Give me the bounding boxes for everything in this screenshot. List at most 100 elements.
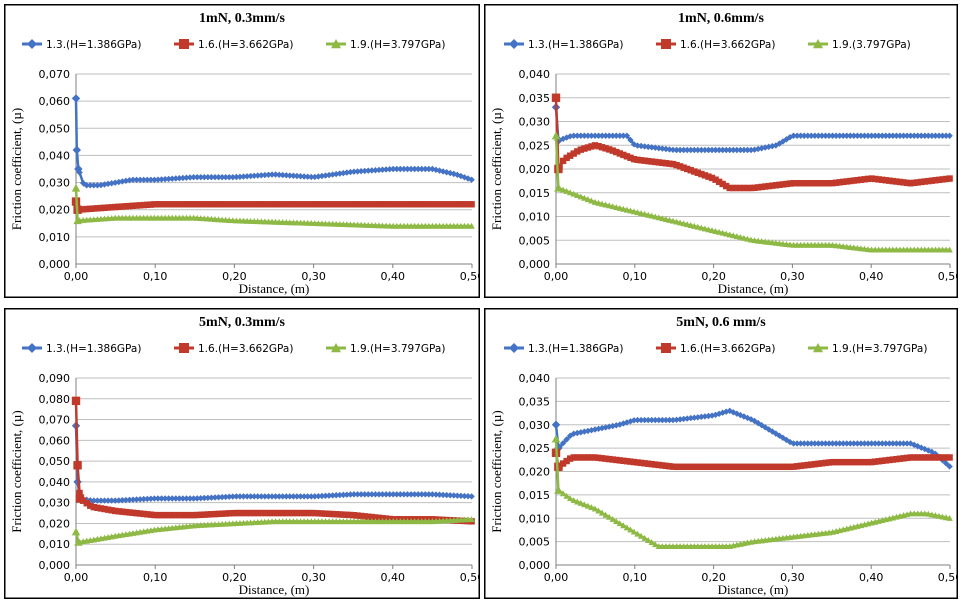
data-point [723, 463, 730, 471]
data-point [793, 463, 801, 470]
data-point [797, 180, 804, 187]
data-point [687, 167, 694, 174]
data-point [907, 454, 914, 461]
data-point [347, 511, 354, 519]
data-point [300, 173, 308, 180]
data-point [158, 511, 165, 519]
data-point [694, 169, 702, 176]
data-point [641, 157, 648, 164]
data-point [740, 463, 748, 471]
data-point [808, 180, 815, 187]
data-point [308, 509, 315, 517]
data-point [708, 227, 716, 234]
data-point [616, 204, 624, 211]
series-3 [71, 516, 475, 546]
data-point [375, 201, 383, 208]
data-point [551, 434, 561, 443]
data-point [365, 513, 372, 520]
data-point [554, 183, 563, 192]
data-point [602, 455, 609, 462]
data-point [186, 174, 194, 181]
data-point [382, 201, 390, 208]
data-point [297, 201, 304, 208]
data-point [914, 179, 921, 186]
data-point [343, 491, 351, 498]
data-point [928, 454, 936, 461]
data-point [797, 132, 804, 139]
data-point [758, 463, 765, 471]
data-point [176, 175, 183, 182]
data-point [361, 513, 368, 520]
data-point [698, 224, 705, 231]
legend-item: 1.9.(H=3.797GPa) [326, 39, 445, 51]
data-point [414, 165, 422, 173]
data-point [361, 491, 368, 498]
data-point [73, 216, 82, 225]
data-point [311, 509, 318, 517]
data-point [744, 184, 751, 192]
chart-svg: 5mN, 0.6 mm/s 1.3.(H=1.386GPa) 1.6.(H=3.66… [484, 308, 958, 599]
data-point [637, 532, 645, 539]
data-point [140, 201, 147, 209]
data-point [712, 146, 719, 154]
data-point [669, 217, 677, 224]
x-tick-label: 0,50 [460, 571, 480, 584]
data-point [83, 182, 90, 189]
data-point [379, 491, 386, 498]
data-point [222, 510, 229, 517]
data-point [918, 178, 925, 186]
data-point [584, 454, 592, 461]
data-point [429, 201, 436, 208]
data-point [598, 144, 606, 151]
data-point [630, 458, 638, 466]
data-point [275, 509, 283, 517]
data-point [648, 212, 655, 219]
legend-label: 1.3.(H=1.386GPa) [528, 39, 623, 51]
chart-title: 1mN, 0.3mm/s [199, 11, 285, 26]
data-point [627, 207, 634, 214]
data-point [591, 142, 599, 149]
data-point [350, 491, 358, 498]
data-point [701, 225, 709, 232]
y-tick-label: 0,060 [39, 95, 71, 108]
data-point [559, 157, 567, 165]
data-point [389, 491, 397, 498]
x-tick-label: 0,10 [623, 270, 648, 283]
x-tick-label: 0,40 [859, 270, 884, 283]
y-tick-label: 0,050 [39, 455, 71, 468]
data-point [616, 520, 624, 527]
data-point [382, 491, 390, 498]
data-point [283, 172, 290, 179]
data-point [801, 462, 808, 469]
data-point [641, 416, 648, 424]
legend-item: 1.3.(H=1.386GPa) [504, 39, 623, 51]
data-point [559, 460, 567, 467]
data-point [551, 93, 561, 102]
data-point [133, 496, 140, 503]
data-point [243, 509, 251, 517]
data-point [208, 511, 215, 518]
data-point [229, 173, 237, 181]
data-point [197, 201, 204, 208]
data-point [140, 176, 147, 184]
data-point [790, 180, 797, 187]
data-point [605, 146, 613, 153]
data-point [83, 205, 90, 213]
data-point [336, 491, 343, 499]
data-point [634, 209, 641, 216]
data-point [300, 509, 308, 517]
data-point [340, 511, 347, 518]
x-tick-label: 0,10 [623, 571, 648, 584]
data-point [158, 176, 165, 183]
data-point [634, 530, 641, 537]
data-point [414, 491, 422, 498]
data-point [126, 202, 133, 210]
data-point [765, 182, 772, 190]
data-point [910, 454, 918, 461]
data-point [627, 458, 634, 465]
data-point [268, 493, 276, 500]
data-point [268, 171, 276, 178]
data-point [932, 132, 939, 139]
data-point [350, 168, 358, 175]
data-point [208, 494, 215, 501]
